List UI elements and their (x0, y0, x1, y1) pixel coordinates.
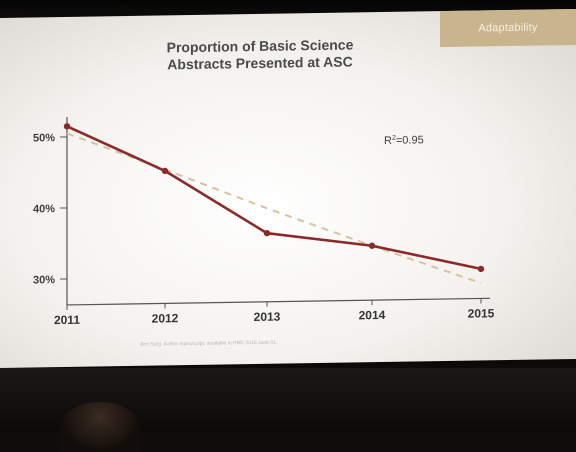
tick-label-group: 30% 40% 50% 2011 2012 2013 2014 2015 (33, 125, 495, 327)
x-tick-label: 2013 (254, 310, 281, 324)
r-squared-annotation: R2=0.95 (384, 134, 424, 147)
data-point (369, 243, 375, 250)
trend-line (67, 127, 481, 290)
y-tick-label: 50% (33, 132, 55, 144)
line-chart: 30% 40% 50% 2011 2012 2013 2014 2015 R2=0.95 (0, 9, 576, 368)
x-tick-label: 2012 (152, 311, 179, 325)
projected-slide: Adaptability Proportion of Basic Science… (0, 9, 576, 368)
r-squared-base: R (384, 135, 392, 147)
x-tick-label: 2014 (359, 308, 386, 322)
data-point (478, 266, 484, 273)
y-tick-label: 30% (33, 274, 55, 286)
trend-line-group (67, 127, 481, 290)
x-tick-label: 2015 (468, 306, 495, 320)
audience-head-silhouette (60, 402, 140, 452)
x-axis-line (67, 298, 490, 305)
r-squared-value: =0.95 (396, 134, 424, 146)
x-tick-label: 2011 (54, 313, 80, 327)
y-tick-label: 40% (33, 203, 55, 215)
